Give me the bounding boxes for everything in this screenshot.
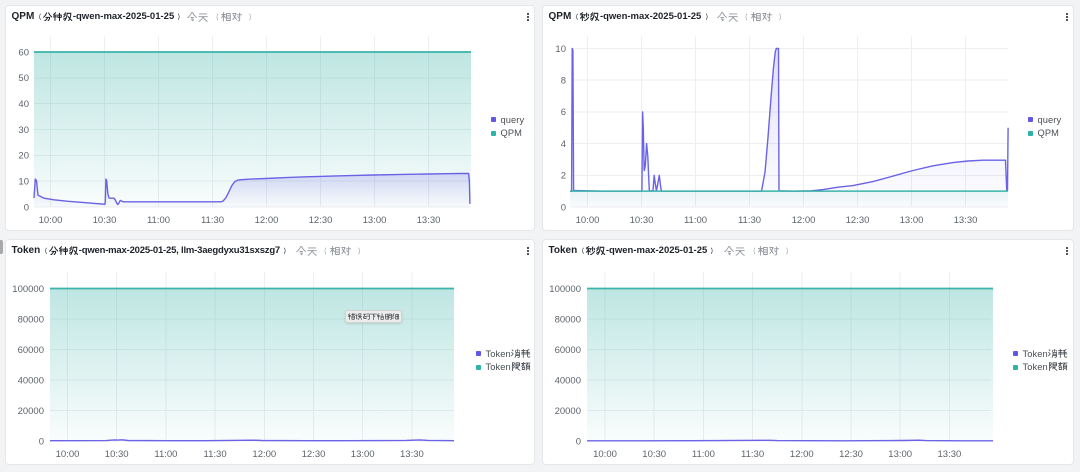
svg-text:10:30: 10:30 xyxy=(642,449,666,460)
svg-text:11:30: 11:30 xyxy=(201,215,224,226)
svg-text:0: 0 xyxy=(561,202,566,213)
svg-text:11:00: 11:00 xyxy=(684,215,707,226)
svg-text:40000: 40000 xyxy=(18,375,44,386)
svg-text:10:00: 10:00 xyxy=(593,449,617,460)
svg-text:13:30: 13:30 xyxy=(417,215,441,226)
svg-text:10:30: 10:30 xyxy=(105,449,129,460)
svg-text:11:00: 11:00 xyxy=(147,215,170,226)
svg-text:100000: 100000 xyxy=(549,284,581,295)
svg-text:10:00: 10:00 xyxy=(576,215,600,226)
svg-text:11:00: 11:00 xyxy=(154,449,177,460)
svg-text:50: 50 xyxy=(18,73,29,84)
svg-text:2: 2 xyxy=(561,171,566,182)
svg-text:13:30: 13:30 xyxy=(400,449,424,460)
svg-text:80000: 80000 xyxy=(18,314,44,325)
svg-text:6: 6 xyxy=(561,107,566,118)
svg-text:13:00: 13:00 xyxy=(900,215,924,226)
svg-text:10:00: 10:00 xyxy=(56,449,80,460)
svg-text:11:30: 11:30 xyxy=(204,449,227,460)
svg-text:60000: 60000 xyxy=(18,345,44,356)
svg-text:13:00: 13:00 xyxy=(888,449,912,460)
svg-text:12:00: 12:00 xyxy=(792,215,816,226)
svg-text:30: 30 xyxy=(18,125,29,136)
svg-text:12:30: 12:30 xyxy=(839,449,863,460)
svg-text:10: 10 xyxy=(18,177,29,188)
svg-text:40: 40 xyxy=(18,99,29,110)
svg-text:12:30: 12:30 xyxy=(846,215,870,226)
svg-text:0: 0 xyxy=(24,202,29,213)
svg-text:8: 8 xyxy=(561,76,566,87)
svg-text:0: 0 xyxy=(39,436,44,447)
svg-text:12:30: 12:30 xyxy=(309,215,333,226)
svg-text:0: 0 xyxy=(576,436,581,447)
svg-text:80000: 80000 xyxy=(555,314,581,325)
svg-text:13:30: 13:30 xyxy=(954,215,978,226)
svg-text:20: 20 xyxy=(18,151,29,162)
svg-text:60: 60 xyxy=(18,47,29,58)
svg-text:11:00: 11:00 xyxy=(692,449,715,460)
svg-text:11:30: 11:30 xyxy=(738,215,761,226)
svg-text:60000: 60000 xyxy=(555,345,581,356)
svg-text:13:00: 13:00 xyxy=(363,215,387,226)
svg-text:11:30: 11:30 xyxy=(741,449,764,460)
svg-text:12:00: 12:00 xyxy=(252,449,276,460)
svg-text:13:30: 13:30 xyxy=(938,449,962,460)
svg-text:100000: 100000 xyxy=(12,284,44,295)
svg-text:12:30: 12:30 xyxy=(302,449,326,460)
svg-text:10:00: 10:00 xyxy=(39,215,63,226)
svg-text:10: 10 xyxy=(555,44,566,55)
svg-text:10:30: 10:30 xyxy=(93,215,117,226)
svg-text:20000: 20000 xyxy=(18,406,44,417)
svg-text:12:00: 12:00 xyxy=(790,449,814,460)
svg-text:10:30: 10:30 xyxy=(630,215,654,226)
svg-text:13:00: 13:00 xyxy=(351,449,375,460)
svg-text:40000: 40000 xyxy=(555,375,581,386)
svg-text:4: 4 xyxy=(561,139,566,150)
svg-text:12:00: 12:00 xyxy=(255,215,279,226)
svg-text:20000: 20000 xyxy=(555,406,581,417)
